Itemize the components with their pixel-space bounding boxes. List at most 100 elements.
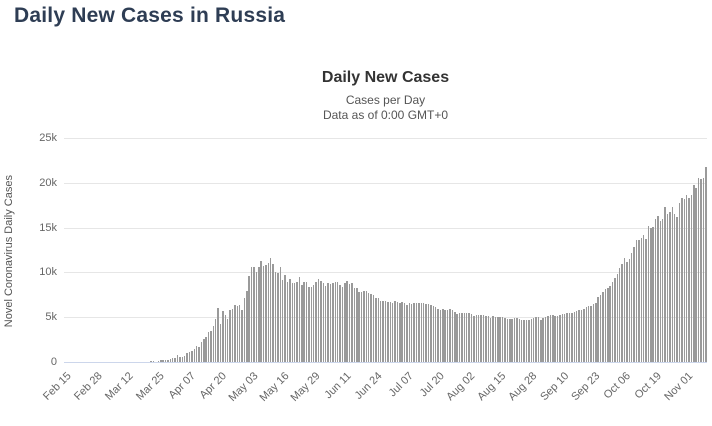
chart-bar[interactable] (678, 203, 681, 362)
chart-bar[interactable] (595, 302, 597, 362)
chart-bar[interactable] (597, 297, 599, 362)
chart-bar[interactable] (599, 294, 602, 362)
chart-bar[interactable] (317, 278, 320, 362)
chart-bar[interactable] (618, 267, 621, 362)
chart-bar[interactable] (291, 283, 293, 362)
chart-bar[interactable] (293, 282, 296, 362)
chart-bar[interactable] (614, 277, 616, 362)
chart-bar[interactable] (413, 302, 415, 362)
chart-bar[interactable] (152, 361, 155, 362)
chart-bar[interactable] (260, 261, 262, 362)
chart-bar[interactable] (654, 218, 657, 362)
chart-bar[interactable] (169, 359, 172, 362)
chart-bar[interactable] (693, 184, 695, 362)
chart-bar[interactable] (212, 325, 215, 362)
chart-bar[interactable] (444, 309, 446, 362)
chart-bar[interactable] (375, 297, 377, 362)
chart-bar[interactable] (609, 286, 611, 362)
chart-bar[interactable] (183, 356, 186, 362)
chart-bar[interactable] (587, 306, 590, 362)
chart-bar[interactable] (482, 315, 485, 362)
chart-bar[interactable] (468, 313, 470, 362)
chart-bar[interactable] (535, 317, 537, 362)
chart-bar[interactable] (489, 317, 492, 362)
chart-bar[interactable] (238, 304, 241, 362)
chart-bar[interactable] (262, 266, 265, 362)
chart-bar[interactable] (370, 293, 372, 362)
chart-bar[interactable] (504, 318, 506, 362)
chart-bar[interactable] (611, 281, 614, 362)
chart-bar[interactable] (274, 272, 277, 362)
chart-bar[interactable] (697, 177, 700, 362)
chart-bar[interactable] (346, 281, 348, 362)
chart-bar[interactable] (683, 199, 685, 362)
chart-bar[interactable] (530, 318, 532, 362)
chart-bar[interactable] (401, 301, 403, 362)
chart-bar[interactable] (549, 315, 552, 362)
chart-bar[interactable] (554, 315, 556, 362)
chart-bar[interactable] (303, 281, 305, 362)
chart-bar[interactable] (532, 317, 535, 362)
chart-bar[interactable] (492, 316, 494, 362)
chart-bar[interactable] (669, 212, 671, 362)
chart-bar[interactable] (219, 323, 222, 362)
chart-bar[interactable] (281, 279, 284, 362)
chart-bar[interactable] (547, 316, 549, 362)
chart-bar[interactable] (368, 292, 370, 362)
chart-bar[interactable] (286, 282, 289, 362)
chart-bar[interactable] (537, 317, 540, 362)
chart-bar[interactable] (250, 266, 253, 362)
chart-bar[interactable] (561, 314, 564, 362)
chart-bar[interactable] (477, 314, 480, 362)
chart-bar[interactable] (487, 316, 489, 362)
chart-bar[interactable] (296, 282, 298, 362)
chart-bar[interactable] (602, 291, 604, 362)
chart-bar[interactable] (623, 257, 626, 362)
chart-bar[interactable] (592, 304, 595, 362)
chart-bar[interactable] (406, 304, 408, 362)
chart-bar[interactable] (695, 188, 697, 362)
chart-bar[interactable] (179, 356, 181, 362)
chart-bar[interactable] (332, 282, 334, 362)
chart-bar[interactable] (200, 342, 203, 362)
chart-bar[interactable] (363, 290, 365, 362)
chart-bar[interactable] (685, 194, 688, 362)
chart-bar[interactable] (157, 360, 160, 362)
chart-bar[interactable] (552, 315, 554, 362)
chart-bar[interactable] (525, 320, 528, 362)
chart-bar[interactable] (439, 309, 442, 362)
chart-bar[interactable] (272, 264, 274, 362)
chart-bar[interactable] (616, 273, 619, 362)
chart-bar[interactable] (336, 281, 339, 362)
chart-bar[interactable] (671, 206, 674, 362)
chart-bar[interactable] (659, 221, 662, 362)
chart-bar[interactable] (454, 311, 456, 362)
chart-bar[interactable] (705, 166, 707, 362)
chart-bar[interactable] (265, 265, 267, 362)
chart-bar[interactable] (485, 315, 487, 362)
chart-bar[interactable] (430, 304, 432, 362)
chart-bar[interactable] (681, 198, 683, 362)
chart-bar[interactable] (195, 346, 198, 362)
chart-bar[interactable] (310, 287, 313, 362)
chart-bar[interactable] (234, 305, 236, 362)
chart-bar[interactable] (198, 347, 200, 362)
chart-bar[interactable] (277, 272, 279, 362)
chart-bar[interactable] (700, 179, 702, 362)
chart-bar[interactable] (269, 257, 272, 362)
chart-bar[interactable] (642, 234, 645, 362)
chart-bar[interactable] (650, 228, 652, 362)
chart-bar[interactable] (365, 291, 368, 362)
chart-bar[interactable] (473, 315, 475, 362)
chart-bar[interactable] (176, 355, 179, 362)
chart-bar[interactable] (301, 284, 303, 362)
chart-bar[interactable] (324, 285, 327, 362)
chart-bar[interactable] (267, 263, 270, 362)
chart-bar[interactable] (540, 319, 542, 362)
chart-bar[interactable] (308, 287, 310, 362)
chart-bar[interactable] (181, 356, 184, 362)
chart-bar[interactable] (568, 313, 571, 362)
chart-bar[interactable] (379, 301, 382, 362)
chart-bar[interactable] (384, 300, 387, 362)
chart-bar[interactable] (604, 289, 607, 362)
